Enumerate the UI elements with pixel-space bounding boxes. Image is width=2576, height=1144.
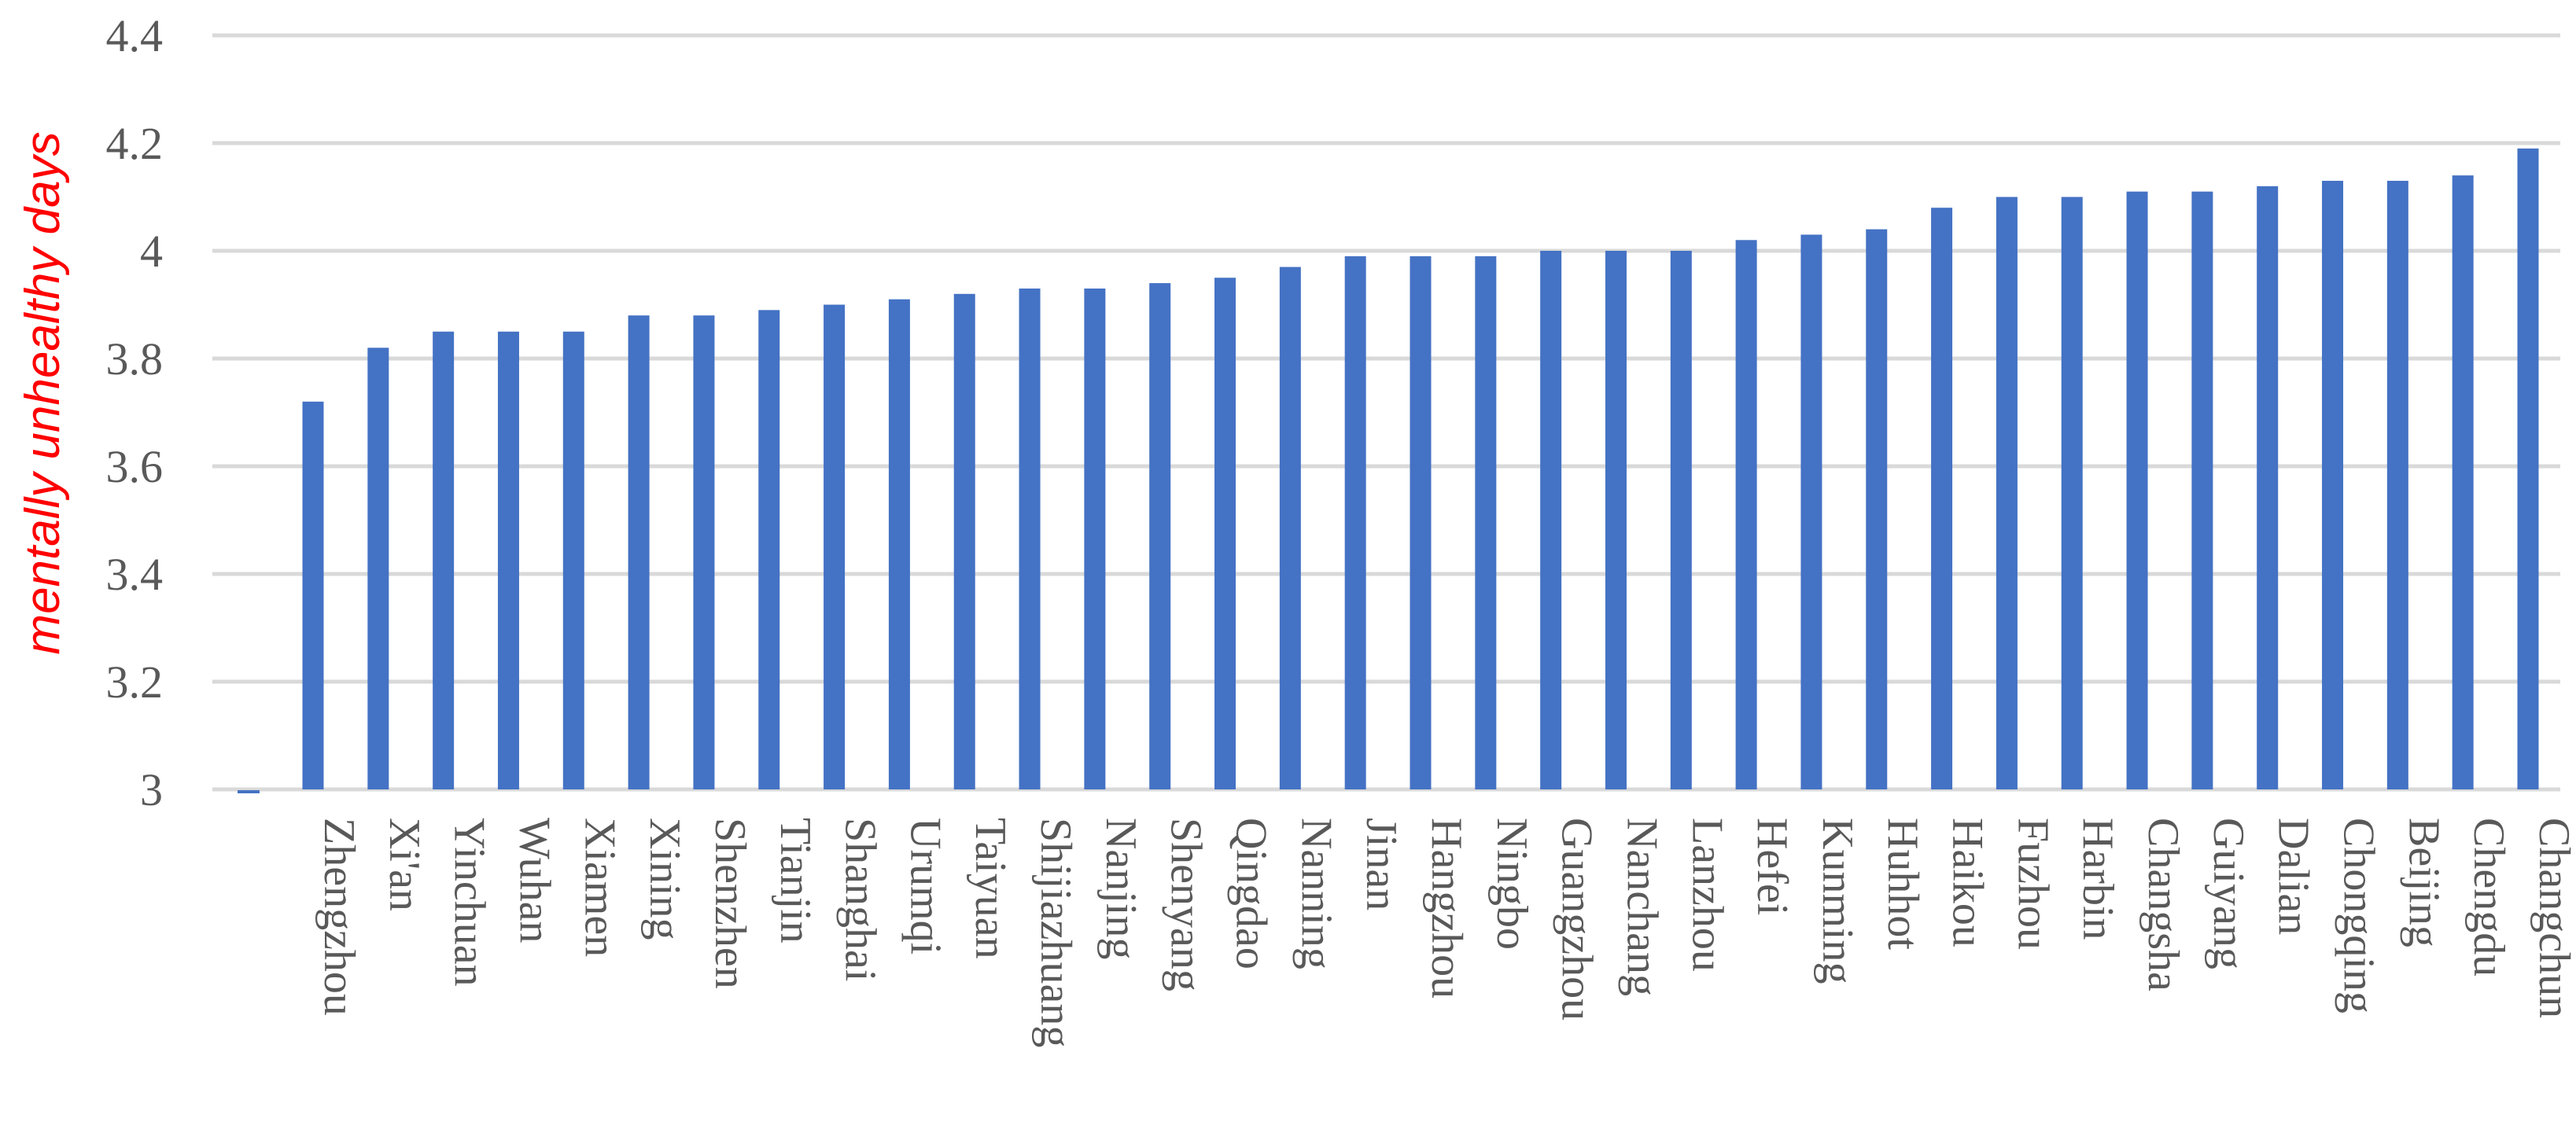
bar-nanning <box>1279 267 1301 789</box>
bar-xi-an <box>367 348 389 789</box>
y-axis-title: mentally unhealthy days <box>16 131 70 654</box>
x-tick-label: Dalian <box>2269 818 2318 935</box>
bar-yinchuan <box>433 331 455 789</box>
x-tick-label: Chongqing <box>2335 818 2383 1013</box>
x-tick-label: Changchun <box>2530 818 2576 1018</box>
x-tick-label: Shenyang <box>1162 818 1211 991</box>
bar-guangzhou <box>1540 251 1562 789</box>
bar-shenyang <box>1149 283 1171 790</box>
x-tick-label: Shanghai <box>836 818 885 981</box>
bar-qingdao <box>1214 278 1236 789</box>
x-tick-label: Shenzhen <box>706 818 754 989</box>
bar-zhengzhou <box>302 401 324 789</box>
y-tick-label: 4.2 <box>106 118 164 169</box>
y-tick-label: 3.6 <box>106 441 164 492</box>
y-tick-label: 4 <box>140 226 163 277</box>
gridlines <box>212 33 2560 793</box>
x-tick-label: Jinan <box>1357 818 1406 910</box>
x-tick-label: Qingdao <box>1227 818 1276 969</box>
x-tick-label: Chengdu <box>2464 818 2513 977</box>
bar-hefei <box>1735 240 1757 789</box>
bar-taiyuan <box>953 293 975 789</box>
bar-lanzhou <box>1670 251 1692 789</box>
bar-hangzhou <box>1410 256 1432 790</box>
x-tick-label: Guiyang <box>2204 818 2253 969</box>
x-tick-label: Changsha <box>2139 818 2187 991</box>
y-tick-label: 3.8 <box>106 333 164 384</box>
bar-guiyang <box>2191 191 2213 789</box>
bar-urumqi <box>888 299 910 789</box>
x-tick-label: Urumqi <box>901 818 949 955</box>
x-tick-label: Hangzhou <box>1422 818 1471 999</box>
x-tick-label: Harbin <box>2073 818 2122 940</box>
bar-beijing <box>2386 180 2408 789</box>
bar-haikou <box>1931 208 1953 789</box>
bar-shanghai <box>824 304 846 789</box>
bar-nanjing <box>1084 288 1106 789</box>
x-tick-label: Kunming <box>1813 818 1862 984</box>
bar-huhhot <box>1866 229 1888 790</box>
bar-nanchang <box>1605 251 1627 789</box>
x-tick-label: Xining <box>640 818 689 940</box>
bars <box>302 148 2539 790</box>
bar-changchun <box>2517 148 2539 790</box>
x-tick-label: Wuhan <box>510 818 558 943</box>
x-axis-ticks: Zhengzhou Xi'an Yinchuan Wuhan Xiamen Xining S… <box>315 818 2576 1047</box>
bar-chengdu <box>2452 175 2474 790</box>
y-tick-label: 4.4 <box>106 10 164 61</box>
y-tick-label: 3.4 <box>106 549 164 600</box>
x-tick-label: Zhengzhou <box>315 818 363 1016</box>
bar-shijiazhuang <box>1019 288 1041 789</box>
x-tick-label: Xiamen <box>575 818 624 957</box>
x-tick-label: Fuzhou <box>2008 818 2057 950</box>
x-tick-label: Haikou <box>1944 818 1992 947</box>
bar-jinan <box>1344 256 1366 790</box>
x-tick-label: Guangzhou <box>1553 818 1601 1021</box>
x-tick-label: Nanchang <box>1617 818 1666 996</box>
y-tick-label: 3.2 <box>106 657 164 708</box>
x-tick-label: Yinchuan <box>445 818 494 987</box>
x-tick-label: Beijing <box>2399 818 2448 947</box>
bar-dalian <box>2257 186 2279 790</box>
bar-xiamen <box>562 331 584 789</box>
x-tick-label: Xi'an <box>380 818 429 911</box>
x-tick-label: Lanzhou <box>1682 818 1731 972</box>
bar-kunming <box>1800 234 1822 789</box>
x-tick-label: Hefei <box>1748 818 1797 915</box>
bar-changsha <box>2126 191 2148 789</box>
bar-shenzhen <box>693 315 715 789</box>
x-tick-label: Taiyuan <box>966 818 1015 959</box>
y-tick-label: 3 <box>140 764 163 815</box>
bar-chongqing <box>2322 180 2344 789</box>
x-tick-label: Shijiazhuang <box>1031 818 1080 1047</box>
bar-xining <box>628 315 650 789</box>
y-axis-ticks: 3 3.2 3.4 3.6 3.8 4 4.2 4.4 <box>106 10 164 815</box>
bar-harbin <box>2061 197 2083 789</box>
bar-wuhan <box>497 331 519 789</box>
x-tick-label: Tianjin <box>771 818 820 944</box>
x-tick-label: Ningbo <box>1487 818 1536 950</box>
x-tick-label: Nanjing <box>1096 818 1145 959</box>
x-tick-label: Huhhot <box>1878 818 1927 950</box>
bar-ningbo <box>1475 256 1497 790</box>
bar-fuzhou <box>1996 197 2018 789</box>
bar-tianjin <box>758 310 780 790</box>
x-tick-label: Nanning <box>1292 818 1340 969</box>
